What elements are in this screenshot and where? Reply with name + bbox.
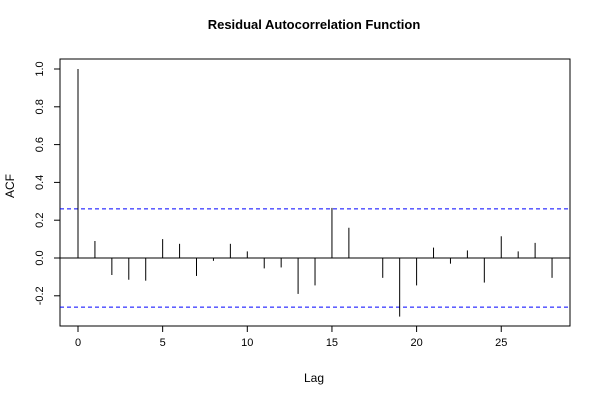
- x-tick-label: 20: [410, 337, 422, 349]
- x-axis-label: Lag: [304, 371, 324, 385]
- y-tick-label: 0.6: [34, 137, 46, 152]
- x-axis: 0 5 10 15 20 25: [75, 325, 507, 349]
- y-axis: -0.2 0.0 0.2 0.4 0.6 0.8 1.0: [34, 61, 61, 305]
- plot-frame: [59, 58, 571, 327]
- y-axis-label: ACF: [3, 174, 17, 198]
- x-tick-label: 15: [326, 337, 338, 349]
- x-tick-label: 5: [160, 337, 166, 349]
- y-tick-label: -0.2: [34, 286, 46, 305]
- y-tick-label: 0.4: [34, 175, 46, 190]
- y-tick-label: 0.2: [34, 213, 46, 228]
- y-tick-label: 1.0: [34, 61, 46, 76]
- chart-title: Residual Autocorrelation Function: [208, 17, 421, 32]
- x-tick-label: 10: [241, 337, 253, 349]
- y-tick-label: 0.8: [34, 99, 46, 114]
- x-tick-label: 25: [495, 337, 507, 349]
- x-tick-label: 0: [75, 337, 81, 349]
- plot-area: [60, 69, 570, 317]
- y-tick-label: 0.0: [34, 250, 46, 265]
